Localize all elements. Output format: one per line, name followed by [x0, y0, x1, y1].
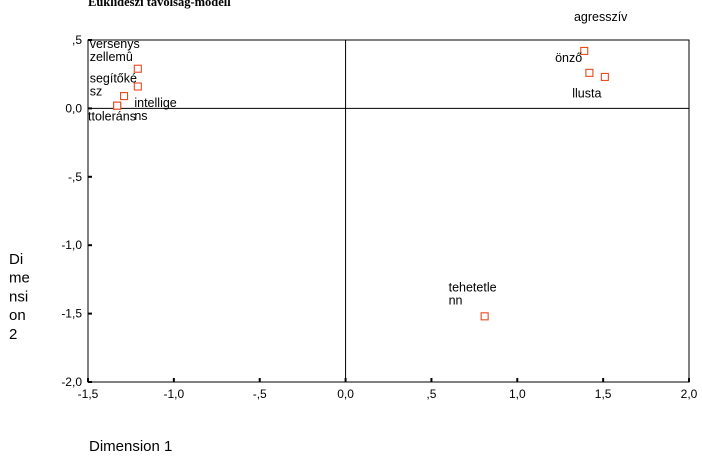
data-point-marker [600, 72, 609, 81]
point-label: segítőké sz [90, 71, 137, 98]
point-label: tehetetle nn [449, 281, 497, 308]
data-point-marker [113, 101, 122, 110]
x-axis-title: Dimension 1 [89, 438, 172, 455]
reference-lines [88, 40, 689, 382]
x-axis: -1,5 -1,0 -,5 0,0 ,5 1,0 1,5 2,0 [78, 378, 698, 401]
x-tick-label: -1,5 [78, 387, 99, 401]
point-label: ttoleráns [88, 110, 136, 124]
x-tick-label: 2,0 [681, 387, 698, 401]
point-label: intellige ns [134, 96, 176, 123]
y-tick-label: -1,0 [61, 238, 82, 252]
data-point-marker [585, 68, 594, 77]
data-point-marker [120, 92, 129, 101]
data-point-marker [133, 64, 142, 73]
x-tick-label: ,5 [426, 387, 436, 401]
point-label: versenys zellemû [90, 37, 140, 64]
point-label: llusta [572, 86, 601, 100]
chart-title: Euklideszi távolság-modell [88, 0, 231, 9]
x-tick-label: 0,0 [337, 387, 354, 401]
point-label: agresszív [574, 10, 628, 24]
y-axis-title-line: Di [9, 251, 23, 268]
x-tick-label: -,5 [253, 387, 267, 401]
data-point-marker [133, 82, 142, 91]
x-tick-label: -1,0 [164, 387, 185, 401]
y-tick-label: -1,5 [61, 307, 82, 321]
y-tick-label: ,5 [72, 33, 82, 47]
y-axis-title-line: nsi [9, 288, 28, 305]
y-axis-title-line: 2 [9, 326, 17, 343]
x-tick-label: 1,0 [509, 387, 526, 401]
y-axis-title: Di mensi on 2 [9, 251, 30, 343]
y-axis-title-line: me [9, 270, 30, 287]
point-label: önző [555, 51, 582, 65]
plot-area-frame [87, 39, 690, 383]
data-point-marker [580, 46, 589, 55]
y-tick-label: -2,0 [61, 375, 82, 389]
y-tick-label: -,5 [68, 170, 82, 184]
y-axis-title-line: on [9, 307, 26, 324]
data-point-marker [480, 312, 489, 321]
data-points [113, 46, 609, 321]
x-tick-label: 1,5 [595, 387, 612, 401]
y-tick-label: 0,0 [65, 101, 82, 115]
y-axis: ,5 0,0 -,5 -1,0 -1,5 -2,0 [61, 33, 92, 389]
